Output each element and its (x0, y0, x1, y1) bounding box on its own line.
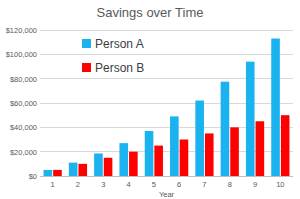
y-tick-label: $20,000 (10, 148, 37, 157)
background (0, 0, 300, 199)
bar (94, 153, 103, 176)
bar (256, 121, 265, 176)
y-tick-label: $80,000 (10, 75, 37, 84)
legend-swatch (82, 39, 91, 48)
bars (44, 39, 290, 176)
bar (170, 116, 179, 176)
x-axis-line (40, 176, 293, 177)
grid-line (40, 127, 293, 128)
x-tick-label: 8 (228, 180, 232, 189)
bar (230, 127, 239, 176)
x-tick-label: 9 (253, 180, 257, 189)
bar (78, 164, 87, 176)
x-tick-label: 10 (276, 180, 284, 189)
y-tick-label: $120,000 (6, 26, 37, 35)
x-tick-label: 7 (202, 180, 206, 189)
grid (40, 30, 293, 176)
x-tick-label: 2 (76, 180, 80, 189)
y-tick-label: $0 (29, 172, 37, 181)
bar (221, 82, 230, 176)
bar (246, 62, 255, 176)
x-tick-label: 3 (101, 180, 105, 189)
bar (271, 39, 280, 176)
legend-swatch (82, 63, 91, 72)
bar (180, 140, 189, 177)
grid-line (40, 103, 293, 104)
grid-line (40, 151, 293, 152)
bar (154, 146, 163, 176)
legend-label: Person A (95, 37, 144, 51)
chart-svg: Savings over Time $0 $20,000 $40,000 $60,000… (0, 0, 300, 199)
x-tick-label: 1 (51, 180, 55, 189)
x-tick-label: 4 (126, 180, 130, 189)
grid-line (40, 78, 293, 79)
y-tick-label: $60,000 (10, 99, 37, 108)
grid-line (40, 30, 293, 31)
chart-title: Savings over Time (97, 5, 204, 20)
y-tick-label: $40,000 (10, 123, 37, 132)
legend: Person A Person B (82, 37, 144, 75)
bar (104, 158, 113, 176)
bar (205, 133, 214, 176)
x-tick-label: 6 (177, 180, 181, 189)
bar (53, 170, 62, 176)
grid-line (40, 54, 293, 55)
y-tick-label: $100,000 (6, 50, 37, 59)
legend-label: Person B (95, 61, 144, 75)
chart-container: Savings over Time $0 $20,000 $40,000 $60,000… (0, 0, 300, 199)
grid-line (40, 176, 293, 177)
x-tick-label: 5 (152, 180, 156, 189)
bar (145, 131, 154, 176)
x-axis-title: Year (159, 190, 175, 199)
bar (195, 101, 204, 176)
bar (69, 163, 78, 176)
bar (44, 170, 53, 176)
bar (281, 115, 290, 176)
bar (129, 152, 138, 176)
bar (119, 143, 128, 176)
